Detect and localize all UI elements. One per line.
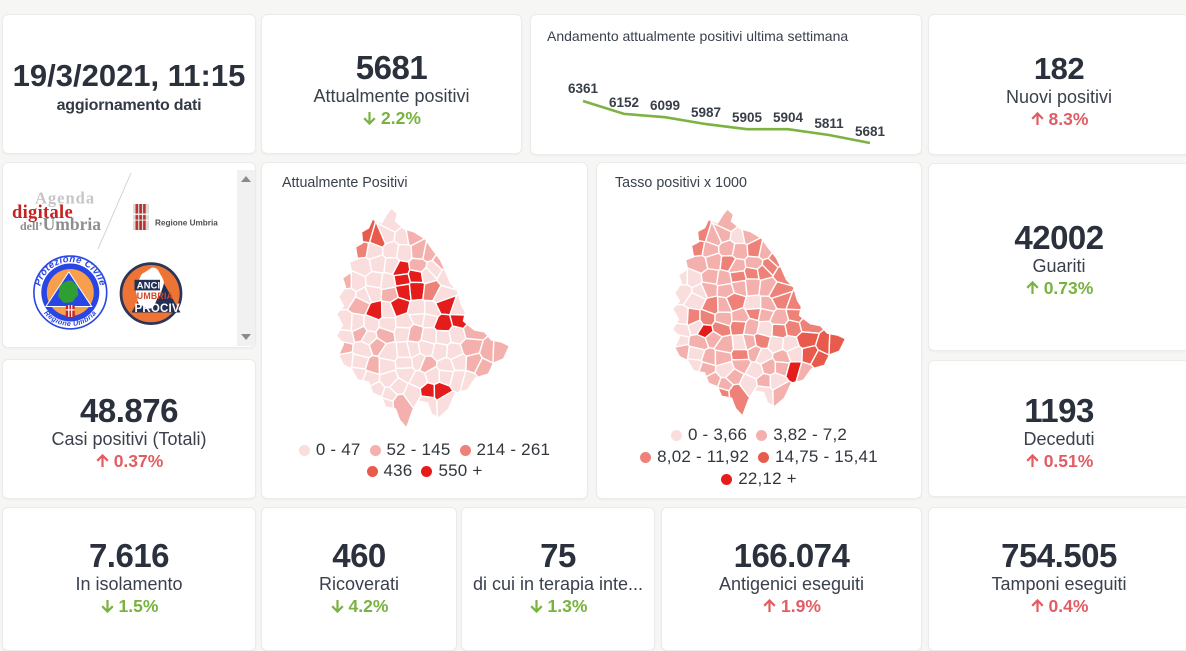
svg-text:digitale: digitale bbox=[12, 203, 73, 223]
svg-text:Agenda: Agenda bbox=[35, 189, 95, 208]
svg-text:Regione Umbria: Regione Umbria bbox=[155, 219, 218, 228]
svg-text:ANCI: ANCI bbox=[137, 281, 161, 291]
svg-text:dell’Umbria: dell’Umbria bbox=[20, 214, 101, 234]
svg-text:PROCIV: PROCIV bbox=[135, 303, 180, 315]
svg-text:UMBRIA: UMBRIA bbox=[137, 291, 174, 301]
